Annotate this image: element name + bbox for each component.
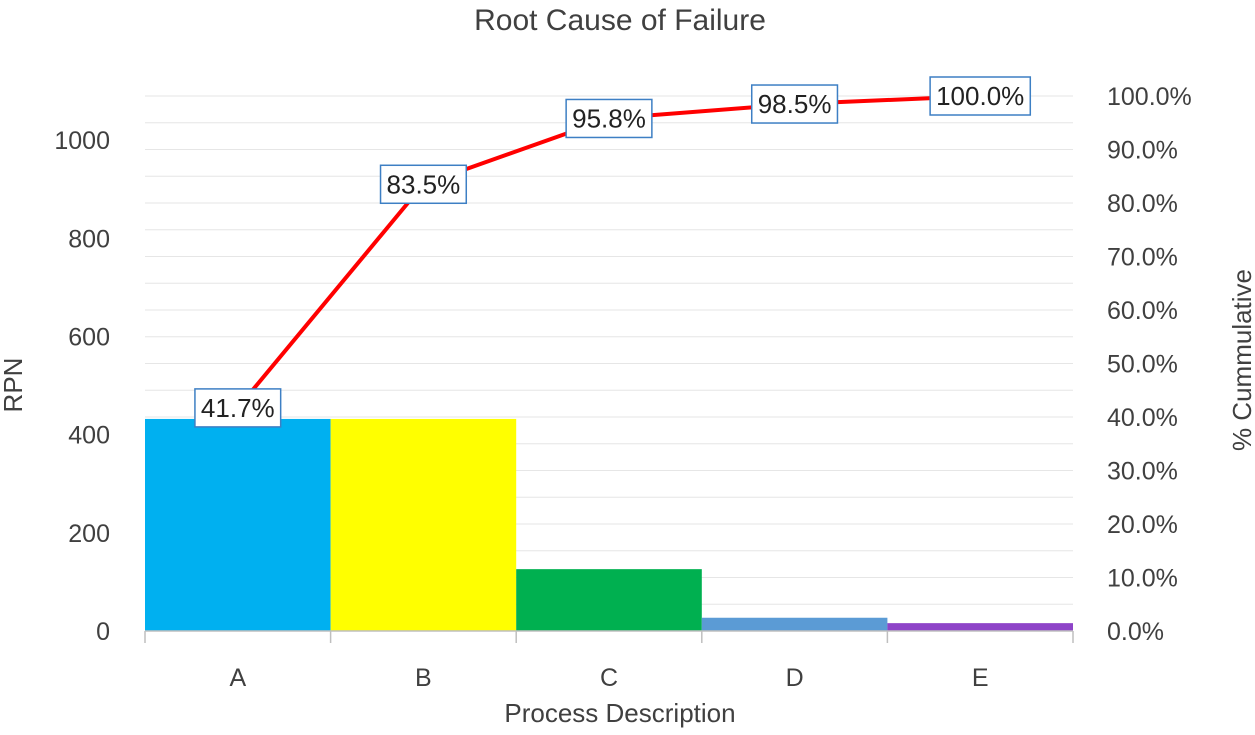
y2-tick-label: 80.0% [1107, 190, 1178, 218]
bar-series [145, 418, 1073, 631]
data-label: 83.5% [379, 164, 468, 205]
y2-tick-label: 40.0% [1107, 404, 1178, 432]
cumulative-line-path [236, 94, 981, 410]
y2-axis-ticks: 0.0% 10.0% 20.0% 30.0% 40.0% 50.0% 60.0% 70.0% 8… [1107, 83, 1192, 646]
y-axis-ticks: 0 200 400 600 800 1000 [54, 127, 110, 646]
y2-tick-label: 0.0% [1107, 618, 1164, 646]
y2-tick-label: 20.0% [1107, 511, 1178, 539]
y-axis-label: RPN [0, 358, 28, 413]
y-tick-label: 0 [96, 618, 110, 646]
data-label: 41.7% [194, 388, 282, 428]
data-label-text: 95.8% [572, 103, 646, 133]
data-label-text: 98.5% [758, 89, 832, 119]
x-axis: A B C D E [144, 630, 1074, 692]
bar [887, 623, 1073, 631]
data-label-box [379, 164, 468, 205]
data-label-box [750, 84, 839, 124]
x-tick-label: E [972, 664, 989, 692]
y2-tick-label: 90.0% [1107, 137, 1178, 165]
data-label: 98.5% [750, 84, 839, 124]
data-label-text: 100.0% [936, 81, 1024, 111]
cumulative-data-labels: 41.7% 83.5% 95.8% 98.5% 100.0% [194, 76, 1032, 428]
x-tick-label: A [229, 664, 246, 692]
y2-tick-label: 100.0% [1107, 83, 1192, 111]
cumulative-line [236, 94, 981, 410]
x-tick-label: C [600, 664, 618, 692]
x-tick-label: B [415, 664, 432, 692]
bar [701, 617, 888, 631]
data-label-text: 41.7% [201, 393, 275, 423]
y-tick-label: 200 [68, 520, 110, 548]
data-label-box [929, 76, 1032, 116]
x-axis-label: Process Description [504, 698, 735, 728]
y-tick-label: 600 [68, 323, 110, 351]
y2-tick-label: 50.0% [1107, 351, 1178, 379]
data-label-box [565, 98, 653, 139]
y-tick-label: 1000 [54, 127, 110, 155]
bar [330, 418, 517, 631]
bar [145, 418, 331, 631]
x-tick-label: D [786, 664, 804, 692]
data-label-box [194, 388, 282, 428]
chart-title: Root Cause of Failure [474, 4, 766, 37]
y2-tick-label: 10.0% [1107, 565, 1178, 593]
data-label: 95.8% [565, 98, 653, 139]
data-label: 100.0% [929, 76, 1032, 116]
y-tick-label: 400 [68, 422, 110, 450]
y2-tick-label: 30.0% [1107, 458, 1178, 486]
y2-tick-label: 60.0% [1107, 297, 1178, 325]
data-label-text: 83.5% [387, 169, 461, 199]
y2-tick-label: 70.0% [1107, 244, 1178, 272]
y-tick-label: 800 [68, 225, 110, 253]
y2-axis-label: % Cummulative [1227, 269, 1255, 451]
bar [516, 569, 702, 631]
